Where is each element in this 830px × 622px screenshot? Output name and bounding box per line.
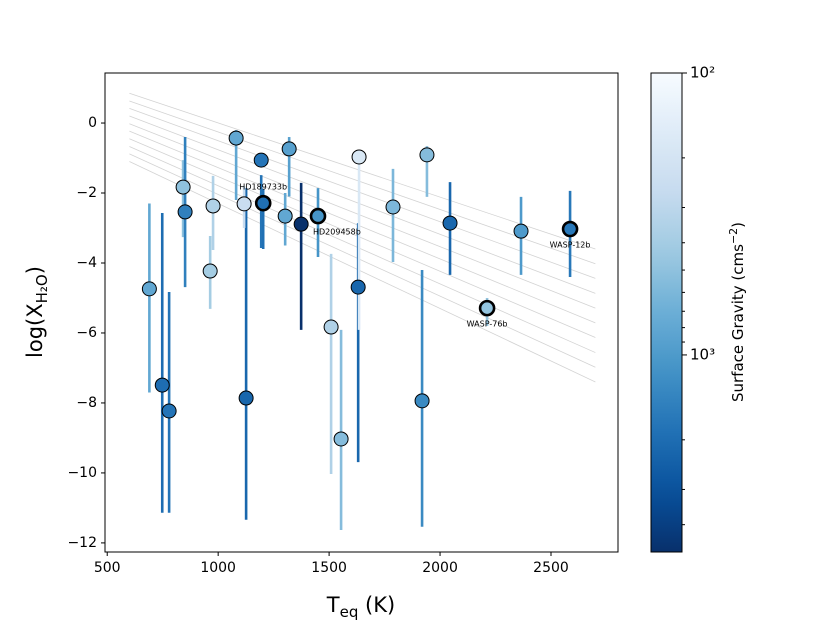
data-point — [333, 431, 349, 447]
model-line — [129, 123, 596, 309]
data-point — [478, 299, 496, 317]
data-point — [238, 390, 254, 406]
model-line — [129, 161, 596, 383]
data-point — [442, 215, 458, 231]
model-line — [129, 146, 596, 353]
data-point — [513, 223, 529, 239]
data-point — [205, 198, 221, 214]
y-tick-label: −12 — [67, 535, 97, 551]
model-line — [129, 130, 596, 324]
y-axis-label: log(XH₂O) — [23, 266, 51, 358]
data-point — [141, 281, 157, 297]
data-point — [351, 149, 367, 165]
data-point — [175, 179, 191, 195]
data-point — [385, 199, 401, 215]
data-point — [309, 207, 327, 225]
x-tick-label: 2000 — [422, 560, 458, 576]
data-point — [293, 216, 309, 232]
data-point — [228, 130, 244, 146]
y-tick-label: −8 — [76, 395, 97, 411]
colorbar-tick-label: 10³ — [690, 345, 715, 363]
data-point — [154, 377, 170, 393]
model-line — [129, 153, 596, 368]
model-line — [129, 138, 596, 338]
x-tick-label: 1500 — [311, 560, 347, 576]
colorbar — [650, 72, 683, 553]
model-line — [129, 115, 596, 294]
y-tick-label: 0 — [88, 115, 97, 131]
data-point — [277, 208, 293, 224]
data-point — [561, 220, 579, 238]
colorbar-label: Surface Gravity (cms−2) — [727, 222, 747, 402]
data-point — [177, 204, 193, 220]
model-line — [129, 92, 596, 250]
x-tick-label: 2500 — [533, 560, 569, 576]
x-axis-label: Teq (K) — [326, 593, 395, 621]
y-tick-label: −2 — [76, 185, 97, 201]
data-point — [254, 194, 272, 212]
point-label: WASP-12b — [550, 241, 591, 250]
y-tick-label: −10 — [67, 465, 97, 481]
data-point — [202, 263, 218, 279]
plot-area — [129, 92, 596, 530]
x-tick-label: 1000 — [200, 560, 236, 576]
data-point — [350, 279, 366, 295]
point-label: HD209458b — [313, 228, 361, 237]
data-point — [419, 147, 435, 163]
colorbar-tick-label: 10² — [690, 64, 715, 82]
y-tick-label: −4 — [76, 255, 97, 271]
data-point — [236, 196, 252, 212]
data-point — [414, 393, 430, 409]
y-tick-label: −6 — [76, 325, 97, 341]
point-label: WASP-76b — [467, 320, 508, 329]
model-line — [129, 107, 596, 279]
data-point — [281, 141, 297, 157]
data-point — [253, 152, 269, 168]
data-point — [323, 319, 339, 335]
plot-frame — [104, 72, 619, 553]
x-tick-label: 500 — [94, 560, 121, 576]
model-line — [129, 100, 596, 265]
data-point — [161, 403, 177, 419]
point-label: HD189733b — [239, 183, 287, 192]
